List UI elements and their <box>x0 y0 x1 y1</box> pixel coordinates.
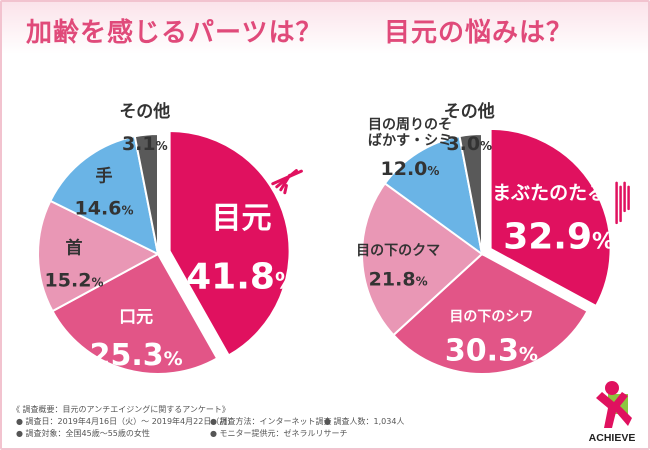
achieve-logo: ACHIEVE <box>582 378 642 444</box>
chart-title-left: 加齢を感じるパーツは？ <box>26 18 323 48</box>
pie-slice <box>458 132 483 255</box>
slice-label: 首 <box>66 238 83 259</box>
slice-label: 目元 <box>212 201 272 236</box>
slice-label: 目の下のクマ <box>356 243 440 259</box>
slice-label: まぶたのたるみ <box>492 182 625 204</box>
survey-provider: ● モニター提供元：ゼネラルリサーチ <box>210 429 348 438</box>
slice-label: 目の周りのそ <box>368 117 452 133</box>
pie-slice <box>361 182 484 337</box>
title-band <box>2 2 648 54</box>
pie-slice <box>37 199 161 313</box>
pie-slice <box>489 127 612 308</box>
slice-value: 25.3% <box>90 338 183 373</box>
pie-slice <box>168 129 291 357</box>
survey-target: ● 調査対象：全国45歳～55歳の女性 <box>16 429 150 438</box>
pie-chart-left: 目元 41.8% 口元 25.3% 首 15.2% 手 14.6% その他 3.1% <box>37 101 303 375</box>
slice-value: 32.9% <box>503 216 614 257</box>
slice-value: 12.0% <box>381 158 440 180</box>
pie-slice <box>133 132 159 255</box>
survey-heading: 《 調査概要：目元のアンチエイジングに関するアンケート》 <box>12 405 230 414</box>
slice-label: その他 <box>119 101 170 122</box>
survey-method: ● 調査方法：インターネット調査 <box>210 417 332 426</box>
achieve-logo-mark <box>596 381 632 428</box>
pie-chart-right: まぶたのたるみ 32.9% 目の下のシワ 30.3% 目の下のクマ 21.8% 目の周りのそ… <box>356 101 630 375</box>
pie-slice <box>392 252 589 375</box>
slice-value: 3.0% <box>446 133 492 155</box>
survey-date: ● 調査日：2019年4月16日（火）～ 2019年4月22日（月） <box>16 417 236 426</box>
emphasis-mark <box>279 173 292 192</box>
slice-label: ばかす・シミ <box>368 133 452 149</box>
achieve-logo-text: ACHIEVE <box>588 432 636 444</box>
chart-title-right: 目元の悩みは？ <box>384 18 574 48</box>
slice-label: 手 <box>96 165 113 186</box>
survey-count: ● 調査人数：1,034人 <box>324 417 405 426</box>
pie-slice <box>51 252 219 375</box>
slice-value: 3.1% <box>122 133 168 155</box>
pie-slice <box>49 135 160 256</box>
slice-label: その他 <box>444 101 495 122</box>
slice-label: 口元 <box>119 308 153 328</box>
slice-label: 目の下のシワ <box>449 309 533 325</box>
pie-slice <box>383 134 484 257</box>
slice-value: 21.8% <box>369 268 428 290</box>
emphasis-mark <box>283 184 288 195</box>
slice-value: 41.8% <box>186 257 297 298</box>
slice-value: 30.3% <box>445 334 538 369</box>
slice-value: 14.6% <box>75 198 134 220</box>
slice-value: 15.2% <box>45 270 104 292</box>
